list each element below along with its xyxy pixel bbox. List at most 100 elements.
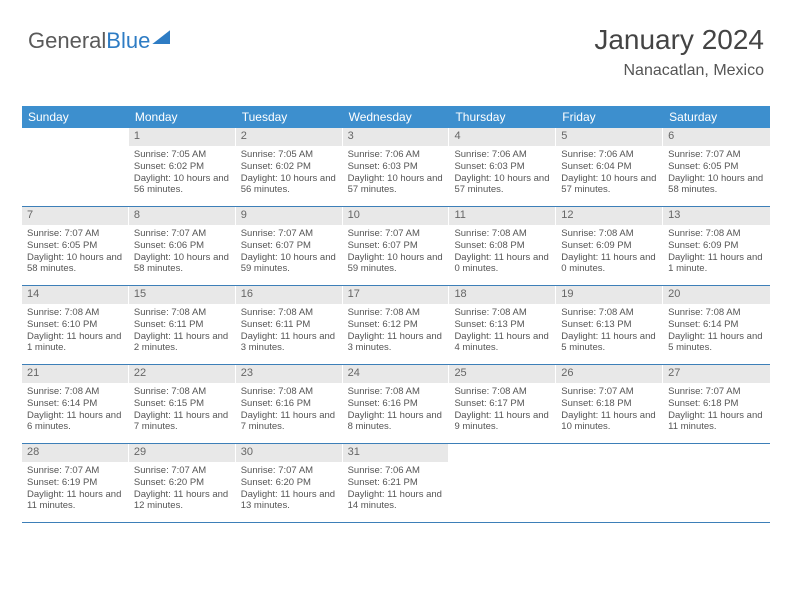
sunset-text: Sunset: 6:13 PM <box>561 319 658 331</box>
day-number: 9 <box>236 207 343 225</box>
calendar-day-cell: 24Sunrise: 7:08 AMSunset: 6:16 PMDayligh… <box>343 365 450 443</box>
sunrise-text: Sunrise: 7:07 AM <box>668 386 765 398</box>
weekday-header: Tuesday <box>236 106 343 128</box>
calendar-day-cell: 2Sunrise: 7:05 AMSunset: 6:02 PMDaylight… <box>236 128 343 206</box>
day-details: Sunrise: 7:07 AMSunset: 6:20 PMDaylight:… <box>236 462 343 518</box>
sunset-text: Sunset: 6:20 PM <box>241 477 338 489</box>
daylight-text: Daylight: 11 hours and 10 minutes. <box>561 410 658 434</box>
sunrise-text: Sunrise: 7:08 AM <box>454 228 551 240</box>
day-details: Sunrise: 7:06 AMSunset: 6:03 PMDaylight:… <box>343 146 450 202</box>
day-number <box>449 444 556 462</box>
calendar-day-cell: 15Sunrise: 7:08 AMSunset: 6:11 PMDayligh… <box>129 286 236 364</box>
sunrise-text: Sunrise: 7:08 AM <box>27 386 124 398</box>
sunrise-text: Sunrise: 7:06 AM <box>348 149 445 161</box>
day-number: 6 <box>663 128 770 146</box>
brand-word2: Blue <box>106 28 150 54</box>
sunrise-text: Sunrise: 7:07 AM <box>134 228 231 240</box>
day-details: Sunrise: 7:06 AMSunset: 6:03 PMDaylight:… <box>449 146 556 202</box>
day-details: Sunrise: 7:08 AMSunset: 6:09 PMDaylight:… <box>663 225 770 281</box>
daylight-text: Daylight: 11 hours and 8 minutes. <box>348 410 445 434</box>
weekday-header-row: Sunday Monday Tuesday Wednesday Thursday… <box>22 106 770 128</box>
sunrise-text: Sunrise: 7:06 AM <box>561 149 658 161</box>
calendar-day-cell: 29Sunrise: 7:07 AMSunset: 6:20 PMDayligh… <box>129 444 236 522</box>
sunrise-text: Sunrise: 7:05 AM <box>134 149 231 161</box>
sunrise-text: Sunrise: 7:06 AM <box>454 149 551 161</box>
day-details: Sunrise: 7:07 AMSunset: 6:07 PMDaylight:… <box>343 225 450 281</box>
daylight-text: Daylight: 11 hours and 1 minute. <box>668 252 765 276</box>
sunset-text: Sunset: 6:08 PM <box>454 240 551 252</box>
sunset-text: Sunset: 6:16 PM <box>241 398 338 410</box>
daylight-text: Daylight: 11 hours and 12 minutes. <box>134 489 231 513</box>
sunset-text: Sunset: 6:17 PM <box>454 398 551 410</box>
calendar-day-cell <box>449 444 556 522</box>
sunrise-text: Sunrise: 7:08 AM <box>668 228 765 240</box>
day-details: Sunrise: 7:08 AMSunset: 6:10 PMDaylight:… <box>22 304 129 360</box>
sunrise-text: Sunrise: 7:07 AM <box>241 465 338 477</box>
calendar-week-row: 1Sunrise: 7:05 AMSunset: 6:02 PMDaylight… <box>22 128 770 207</box>
day-details: Sunrise: 7:07 AMSunset: 6:18 PMDaylight:… <box>663 383 770 439</box>
sunrise-text: Sunrise: 7:08 AM <box>454 307 551 319</box>
sunrise-text: Sunrise: 7:07 AM <box>348 228 445 240</box>
sunset-text: Sunset: 6:13 PM <box>454 319 551 331</box>
sunset-text: Sunset: 6:15 PM <box>134 398 231 410</box>
daylight-text: Daylight: 11 hours and 3 minutes. <box>348 331 445 355</box>
sunset-text: Sunset: 6:16 PM <box>348 398 445 410</box>
day-number: 25 <box>449 365 556 383</box>
calendar-day-cell <box>22 128 129 206</box>
day-number: 15 <box>129 286 236 304</box>
day-number: 27 <box>663 365 770 383</box>
day-number: 12 <box>556 207 663 225</box>
daylight-text: Daylight: 10 hours and 57 minutes. <box>348 173 445 197</box>
calendar-day-cell: 3Sunrise: 7:06 AMSunset: 6:03 PMDaylight… <box>343 128 450 206</box>
day-details: Sunrise: 7:06 AMSunset: 6:04 PMDaylight:… <box>556 146 663 202</box>
weekday-header: Saturday <box>663 106 770 128</box>
calendar-day-cell: 16Sunrise: 7:08 AMSunset: 6:11 PMDayligh… <box>236 286 343 364</box>
calendar-day-cell: 18Sunrise: 7:08 AMSunset: 6:13 PMDayligh… <box>449 286 556 364</box>
sunrise-text: Sunrise: 7:08 AM <box>668 307 765 319</box>
sunset-text: Sunset: 6:14 PM <box>27 398 124 410</box>
day-number: 13 <box>663 207 770 225</box>
daylight-text: Daylight: 11 hours and 6 minutes. <box>27 410 124 434</box>
calendar-day-cell <box>556 444 663 522</box>
sunrise-text: Sunrise: 7:08 AM <box>454 386 551 398</box>
sunrise-text: Sunrise: 7:07 AM <box>561 386 658 398</box>
daylight-text: Daylight: 11 hours and 9 minutes. <box>454 410 551 434</box>
day-details: Sunrise: 7:07 AMSunset: 6:18 PMDaylight:… <box>556 383 663 439</box>
day-number: 24 <box>343 365 450 383</box>
day-details: Sunrise: 7:08 AMSunset: 6:17 PMDaylight:… <box>449 383 556 439</box>
title-block: January 2024 Nanacatlan, Mexico <box>594 24 764 80</box>
day-details: Sunrise: 7:07 AMSunset: 6:05 PMDaylight:… <box>663 146 770 202</box>
daylight-text: Daylight: 10 hours and 58 minutes. <box>134 252 231 276</box>
day-details: Sunrise: 7:07 AMSunset: 6:19 PMDaylight:… <box>22 462 129 518</box>
calendar-day-cell: 1Sunrise: 7:05 AMSunset: 6:02 PMDaylight… <box>129 128 236 206</box>
day-details: Sunrise: 7:08 AMSunset: 6:13 PMDaylight:… <box>556 304 663 360</box>
brand-word1: General <box>28 28 106 54</box>
daylight-text: Daylight: 11 hours and 2 minutes. <box>134 331 231 355</box>
day-number: 19 <box>556 286 663 304</box>
weekday-header: Thursday <box>449 106 556 128</box>
daylight-text: Daylight: 11 hours and 13 minutes. <box>241 489 338 513</box>
calendar-day-cell: 14Sunrise: 7:08 AMSunset: 6:10 PMDayligh… <box>22 286 129 364</box>
calendar-day-cell: 26Sunrise: 7:07 AMSunset: 6:18 PMDayligh… <box>556 365 663 443</box>
day-number: 30 <box>236 444 343 462</box>
sunset-text: Sunset: 6:03 PM <box>348 161 445 173</box>
sunrise-text: Sunrise: 7:07 AM <box>27 228 124 240</box>
day-number: 2 <box>236 128 343 146</box>
sunset-text: Sunset: 6:14 PM <box>668 319 765 331</box>
sunset-text: Sunset: 6:18 PM <box>668 398 765 410</box>
day-number: 31 <box>343 444 450 462</box>
sunset-text: Sunset: 6:06 PM <box>134 240 231 252</box>
sunset-text: Sunset: 6:18 PM <box>561 398 658 410</box>
sunrise-text: Sunrise: 7:06 AM <box>348 465 445 477</box>
daylight-text: Daylight: 10 hours and 57 minutes. <box>454 173 551 197</box>
day-number: 28 <box>22 444 129 462</box>
day-number: 1 <box>129 128 236 146</box>
day-number <box>663 444 770 462</box>
day-number: 5 <box>556 128 663 146</box>
day-details: Sunrise: 7:05 AMSunset: 6:02 PMDaylight:… <box>236 146 343 202</box>
calendar-day-cell: 30Sunrise: 7:07 AMSunset: 6:20 PMDayligh… <box>236 444 343 522</box>
calendar-day-cell: 27Sunrise: 7:07 AMSunset: 6:18 PMDayligh… <box>663 365 770 443</box>
sunset-text: Sunset: 6:05 PM <box>27 240 124 252</box>
calendar: Sunday Monday Tuesday Wednesday Thursday… <box>22 106 770 523</box>
day-details: Sunrise: 7:08 AMSunset: 6:09 PMDaylight:… <box>556 225 663 281</box>
